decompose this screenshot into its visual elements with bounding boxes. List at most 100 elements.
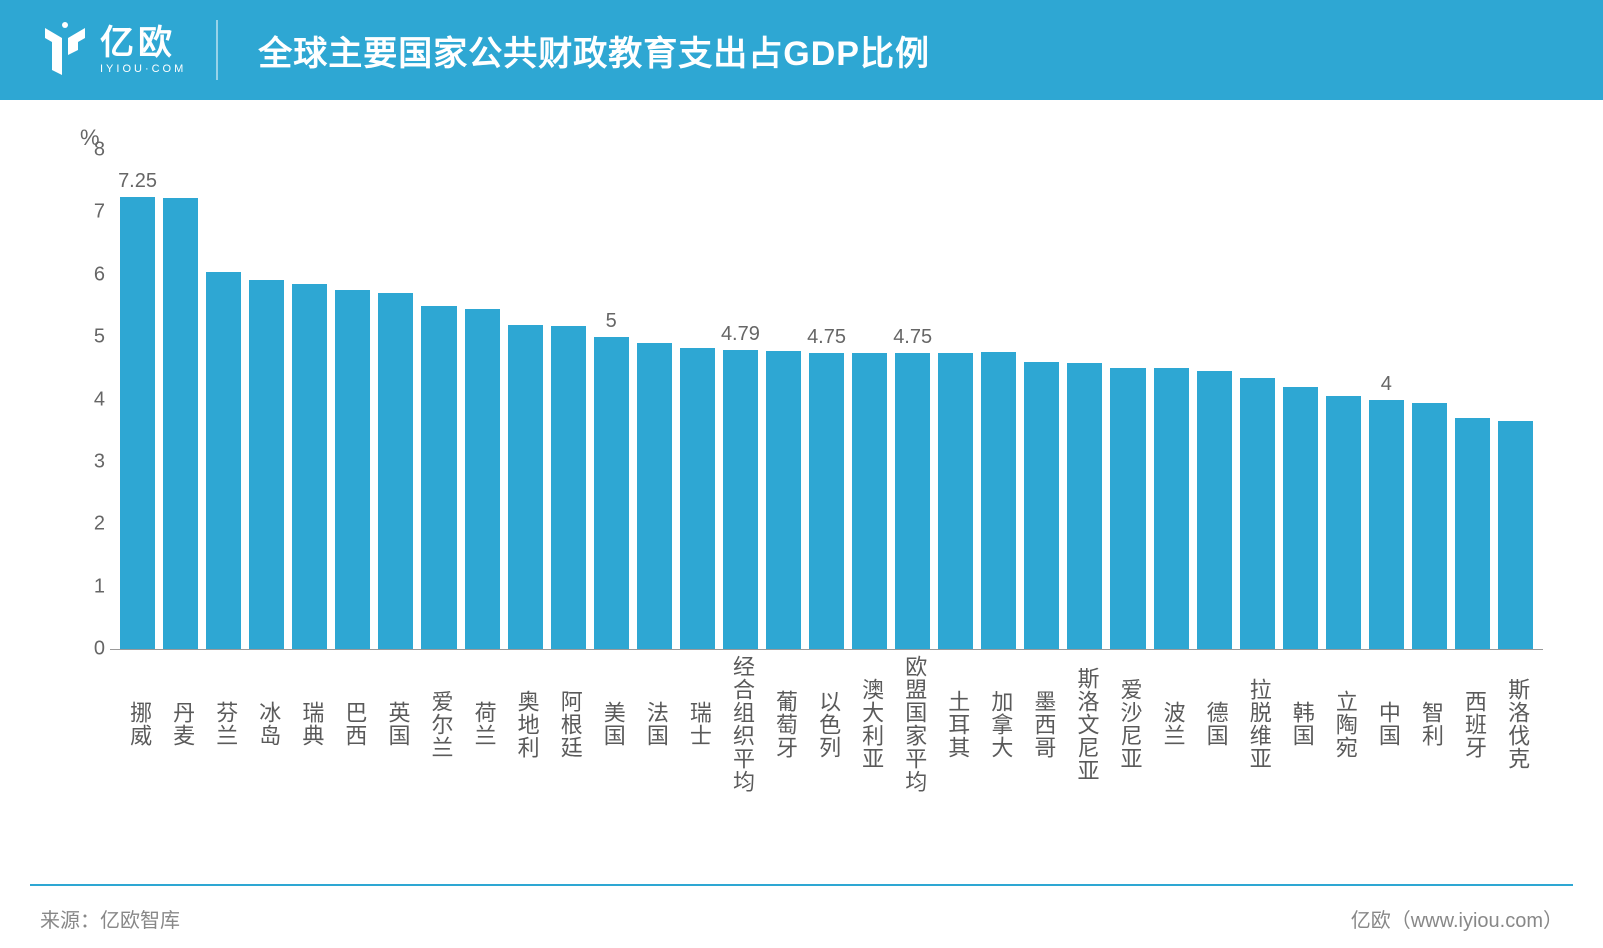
bar bbox=[1024, 362, 1059, 649]
x-label: 墨西哥 bbox=[1024, 655, 1059, 793]
bar bbox=[465, 309, 500, 649]
bar bbox=[852, 353, 887, 649]
bar bbox=[1498, 421, 1533, 649]
bar-col bbox=[1412, 150, 1447, 649]
y-tick: 1 bbox=[75, 575, 105, 598]
bar-col bbox=[637, 150, 672, 649]
bar bbox=[1240, 378, 1275, 649]
bar bbox=[508, 325, 543, 649]
bar bbox=[378, 293, 413, 649]
x-label: 中国 bbox=[1369, 655, 1404, 793]
bar bbox=[1283, 387, 1318, 649]
bar-col bbox=[680, 150, 715, 649]
x-label: 欧盟国家平均 bbox=[895, 655, 930, 793]
bar-col bbox=[1067, 150, 1102, 649]
x-label: 巴西 bbox=[335, 655, 370, 793]
chart: % 012345678 7.2554.794.754.754 挪威丹麦芬兰冰岛瑞… bbox=[60, 130, 1543, 830]
y-tick: 0 bbox=[75, 638, 105, 661]
bar bbox=[1067, 363, 1102, 649]
bar bbox=[335, 290, 370, 649]
bar bbox=[1154, 368, 1189, 649]
x-label: 加拿大 bbox=[981, 655, 1016, 793]
yiou-logo-icon bbox=[40, 20, 90, 80]
y-tick: 7 bbox=[75, 201, 105, 224]
chart-title: 全球主要国家公共财政教育支出占GDP比例 bbox=[258, 26, 930, 75]
bar bbox=[1197, 371, 1232, 649]
x-label: 斯洛伐克 bbox=[1498, 655, 1533, 793]
bar-value-label: 4.79 bbox=[721, 323, 760, 346]
bar-col bbox=[292, 150, 327, 649]
bar-col: 4.75 bbox=[809, 150, 844, 649]
x-label: 阿根廷 bbox=[551, 655, 586, 793]
brand-label: 亿欧（www.iyiou.com） bbox=[1351, 904, 1563, 933]
y-tick: 4 bbox=[75, 388, 105, 411]
x-label: 瑞典 bbox=[292, 655, 327, 793]
x-label: 芬兰 bbox=[206, 655, 241, 793]
x-label: 德国 bbox=[1197, 655, 1232, 793]
x-label: 葡萄牙 bbox=[766, 655, 801, 793]
x-label: 丹麦 bbox=[163, 655, 198, 793]
y-ticks: 012345678 bbox=[75, 150, 105, 649]
bar bbox=[421, 306, 456, 649]
logo: 亿欧 IYIOU·COM bbox=[40, 20, 218, 80]
bar-value-label: 5 bbox=[606, 310, 617, 333]
bar bbox=[249, 280, 284, 649]
bar-col bbox=[938, 150, 973, 649]
x-label: 英国 bbox=[378, 655, 413, 793]
bar-col bbox=[1024, 150, 1059, 649]
x-label: 荷兰 bbox=[465, 655, 500, 793]
x-label: 波兰 bbox=[1154, 655, 1189, 793]
x-label: 爱尔兰 bbox=[421, 655, 456, 793]
bar bbox=[206, 272, 241, 649]
bar-col bbox=[981, 150, 1016, 649]
bar-col bbox=[465, 150, 500, 649]
source-label: 来源：亿欧智库 bbox=[40, 904, 180, 933]
bar-col bbox=[508, 150, 543, 649]
bar bbox=[120, 197, 155, 649]
x-label: 经合组织平均 bbox=[723, 655, 758, 793]
bar bbox=[594, 337, 629, 649]
bar-col bbox=[852, 150, 887, 649]
bar-col bbox=[1197, 150, 1232, 649]
logo-text-cn: 亿欧 bbox=[100, 26, 186, 60]
x-label: 挪威 bbox=[120, 655, 155, 793]
bar bbox=[1369, 400, 1404, 650]
bar bbox=[1110, 368, 1145, 649]
x-label: 爱沙尼亚 bbox=[1110, 655, 1145, 793]
bar-col bbox=[249, 150, 284, 649]
x-label: 美国 bbox=[594, 655, 629, 793]
bar bbox=[1412, 403, 1447, 649]
bar-col: 7.25 bbox=[120, 150, 155, 649]
bars-container: 7.25 5 4.79 4.75 4.75 4 bbox=[120, 150, 1533, 649]
bar-col bbox=[1154, 150, 1189, 649]
y-tick: 2 bbox=[75, 513, 105, 536]
bar bbox=[895, 353, 930, 649]
bar-col: 5 bbox=[594, 150, 629, 649]
x-label: 斯洛文尼亚 bbox=[1067, 655, 1102, 793]
x-label: 韩国 bbox=[1283, 655, 1318, 793]
x-label: 以色列 bbox=[809, 655, 844, 793]
y-tick: 6 bbox=[75, 263, 105, 286]
plot-area: 012345678 7.2554.794.754.754 bbox=[110, 150, 1543, 650]
x-labels: 挪威丹麦芬兰冰岛瑞典巴西英国爱尔兰荷兰奥地利阿根廷美国法国瑞士经合组织平均葡萄牙… bbox=[120, 655, 1533, 793]
y-tick: 5 bbox=[75, 326, 105, 349]
bar bbox=[938, 353, 973, 649]
bar-value-label: 4.75 bbox=[807, 326, 846, 349]
bar-value-label: 7.25 bbox=[118, 170, 157, 193]
bar-col: 4.79 bbox=[723, 150, 758, 649]
bar bbox=[292, 284, 327, 649]
bar-col bbox=[551, 150, 586, 649]
bar-col: 4 bbox=[1369, 150, 1404, 649]
bar-col bbox=[1240, 150, 1275, 649]
bar-col bbox=[335, 150, 370, 649]
bar-col: 4.75 bbox=[895, 150, 930, 649]
y-tick: 8 bbox=[75, 139, 105, 162]
bar-col bbox=[1110, 150, 1145, 649]
bar bbox=[1326, 396, 1361, 649]
x-label: 立陶宛 bbox=[1326, 655, 1361, 793]
y-tick: 3 bbox=[75, 450, 105, 473]
bar bbox=[551, 326, 586, 649]
x-label: 法国 bbox=[637, 655, 672, 793]
bar-col bbox=[1283, 150, 1318, 649]
bar bbox=[680, 348, 715, 649]
